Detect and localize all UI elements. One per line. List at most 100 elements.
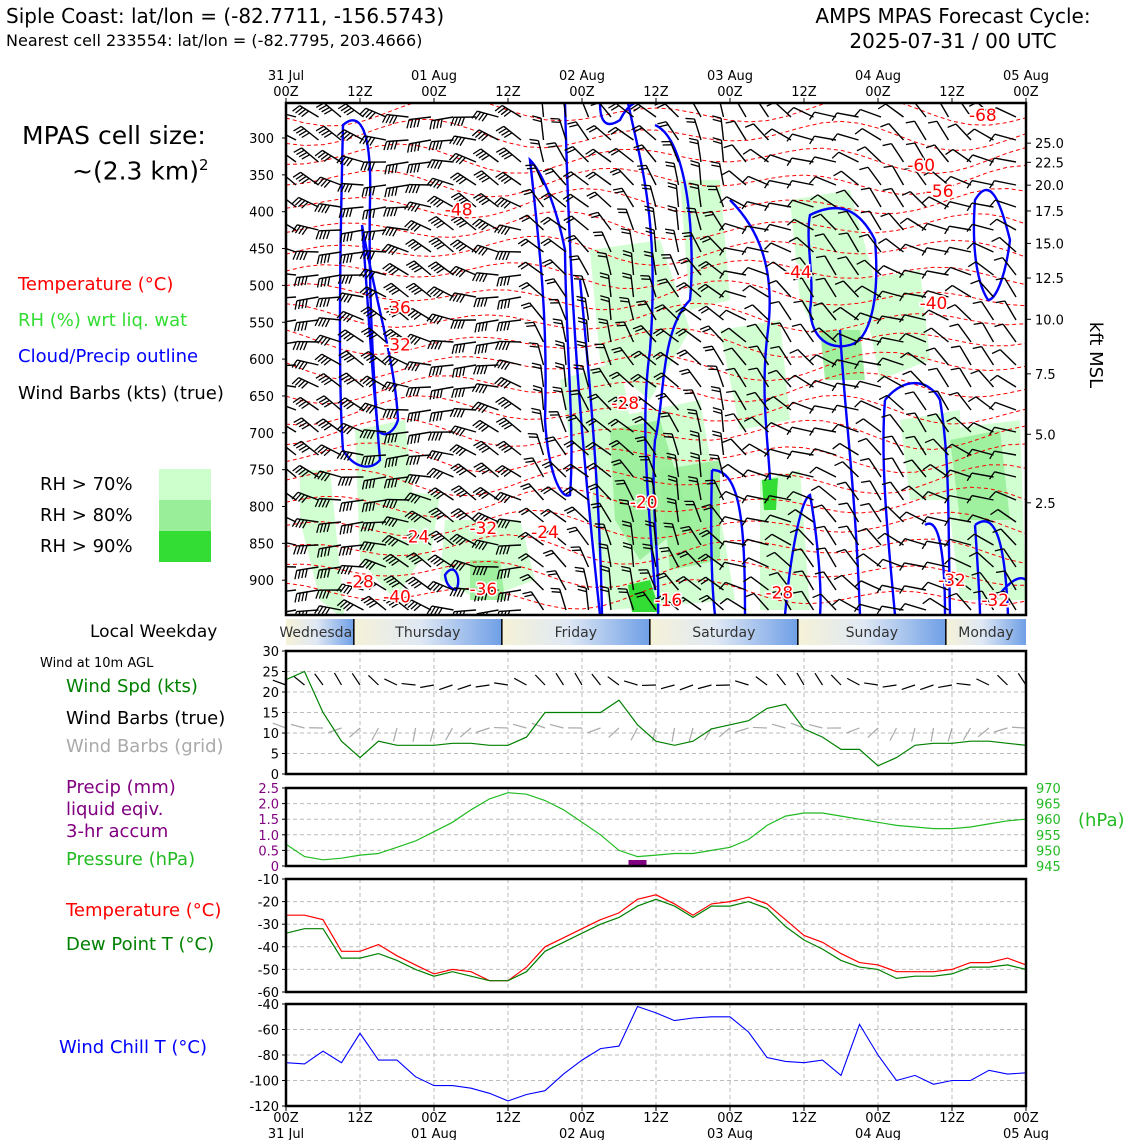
- wind-barb: [518, 282, 544, 298]
- wind-barb: [494, 518, 522, 529]
- wind-barb: [384, 454, 409, 468]
- wind-barb: [381, 113, 409, 125]
- wind-barb: [450, 192, 477, 208]
- wind-barb: [630, 396, 657, 411]
- wind-barb: [381, 243, 409, 256]
- wind-barb: [540, 216, 567, 231]
- bottom-hour-label: 12Z: [939, 1111, 965, 1126]
- bottom-date-label: 01 Aug: [411, 1127, 457, 1140]
- wind-barb: [360, 454, 387, 466]
- wind-barb: [531, 362, 545, 388]
- wind-barb: [548, 298, 567, 321]
- wind-barb: [404, 599, 432, 612]
- wind-barb: [286, 446, 297, 456]
- wind-barb: [585, 417, 612, 433]
- wind-barb: [901, 190, 927, 208]
- wind-barb: [786, 491, 814, 501]
- wind-barb: [286, 273, 297, 276]
- wind-barb: [921, 222, 949, 232]
- wind-barb: [876, 290, 904, 299]
- wind-barb: [631, 415, 657, 433]
- weekday-segment: [286, 619, 354, 645]
- wind-barb: [898, 538, 927, 547]
- wind-barb: [786, 157, 814, 167]
- wind-barb: [876, 265, 904, 276]
- wind-chill-line: [285, 1005, 1027, 1102]
- wind-barb: [618, 499, 635, 523]
- wind-barb: [562, 486, 589, 501]
- chart-subtitle: Nearest cell 233554: lat/lon = (-82.7795…: [6, 31, 423, 50]
- wind-barb: [449, 135, 477, 146]
- sfc-wind-barb-grid: [977, 727, 990, 738]
- wind-barb: [667, 475, 680, 501]
- wind-barb: [637, 164, 657, 186]
- wind-barb: [657, 121, 680, 141]
- wind-barb: [517, 261, 544, 276]
- y-tick-label: -40: [258, 998, 279, 1013]
- legend-temperature: Temperature (°C): [18, 274, 174, 295]
- wind-barb: [427, 487, 454, 501]
- wind-barb: [638, 455, 657, 478]
- wind-barb: [292, 250, 319, 261]
- y-tick-label: -20: [258, 896, 279, 911]
- wind-barb: [286, 589, 297, 592]
- legend-dewpoint: Dew Point T (°C): [66, 934, 215, 955]
- wind-barb: [815, 525, 837, 546]
- wind-barb: [810, 194, 837, 208]
- wind-barb: [697, 553, 724, 568]
- top-hour-label: 00Z: [865, 85, 891, 100]
- wind-barb: [360, 595, 387, 611]
- sfc-wind-barb-grid: [752, 726, 768, 729]
- rh-region: [380, 490, 440, 565]
- wind-barb: [661, 254, 680, 276]
- wind-barb: [944, 175, 972, 186]
- wind-barb: [836, 548, 860, 568]
- wind-barb: [292, 105, 319, 118]
- wind-barb: [905, 435, 927, 456]
- wind-barb: [426, 580, 454, 593]
- wind-barb: [532, 115, 545, 141]
- wind-barb: [449, 152, 477, 165]
- sfc-wind-barb: [956, 682, 971, 686]
- wind-barb: [854, 400, 882, 411]
- wind-barb: [582, 103, 590, 118]
- wind-barb: [703, 345, 725, 366]
- pressure-tick-label: 300: [249, 132, 274, 147]
- isotherm-label: -32: [938, 571, 966, 591]
- wind-barb: [742, 284, 769, 298]
- bottom-hour-label: 12Z: [791, 1111, 817, 1126]
- sfc-wind-barb: [384, 678, 398, 686]
- wind-barb: [991, 349, 1017, 366]
- wind-barb: [966, 494, 994, 504]
- height-tick-label: 22.5: [1035, 156, 1064, 171]
- wind-barb: [995, 590, 1017, 611]
- wind-barb: [836, 481, 860, 501]
- wind-barb: [540, 530, 567, 546]
- pressure-tick-label: 850: [249, 537, 274, 552]
- wind-barb: [550, 587, 567, 611]
- wind-barb: [293, 274, 319, 287]
- wind-barb: [292, 396, 319, 411]
- wind-barb: [632, 324, 657, 343]
- top-hour-label: 00Z: [1013, 85, 1039, 100]
- wind-barb: [524, 321, 545, 343]
- sfc-wind-barb-grid: [718, 727, 731, 738]
- wind-barb: [748, 367, 770, 388]
- sfc-wind-barb: [401, 682, 416, 686]
- wind-barb: [786, 426, 814, 436]
- wind-barb: [384, 161, 409, 175]
- wind-barb: [989, 157, 1017, 167]
- rh-region-90: [762, 478, 778, 510]
- rh-legend-80: RH > 80%: [40, 505, 133, 526]
- wind-barb: [496, 566, 522, 580]
- wind-barb: [607, 418, 634, 433]
- wind-barb: [686, 207, 702, 231]
- wind-barb: [771, 322, 792, 343]
- cell-size-sup: 2: [199, 156, 209, 174]
- wind-barb: [767, 280, 792, 298]
- height-tick-label: 12.5: [1035, 272, 1064, 287]
- isotherm: [286, 187, 1026, 219]
- wind-barb: [809, 111, 837, 120]
- wind-barb: [967, 128, 994, 141]
- wind-barb: [612, 187, 635, 208]
